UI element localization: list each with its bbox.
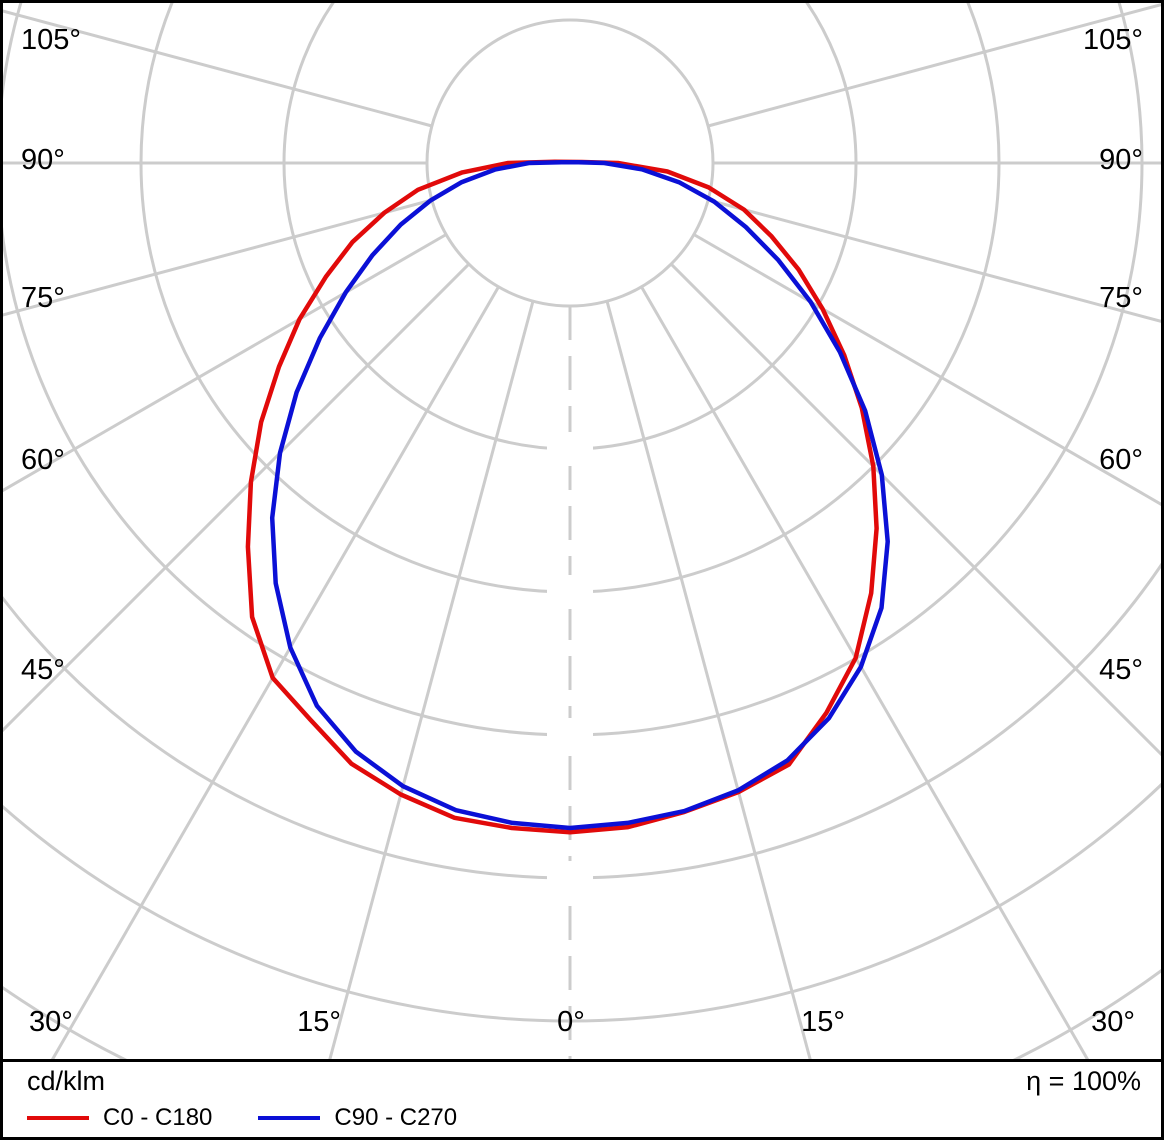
legend-item-c90-c270: C90 - C270 <box>258 1104 457 1132</box>
ring-label-gap <box>547 861 593 895</box>
curve-c90-c270 <box>269 160 890 831</box>
grid-radial-line <box>670 263 1161 757</box>
angle-label: 30° <box>29 1006 73 1038</box>
grid-radial-line <box>3 263 470 733</box>
grid-radial-line <box>640 286 1090 1059</box>
angle-label: 0° <box>557 1006 585 1038</box>
angle-label: 105° <box>21 24 81 56</box>
units-label: cd/klm <box>27 1066 106 1096</box>
footer-row: cd/klm η = 100% <box>27 1066 1141 1097</box>
grid-radial-line <box>605 300 812 1059</box>
grid-radial-line <box>707 198 1161 323</box>
grid-radial-line <box>3 198 433 317</box>
ring-label-gap <box>547 718 593 752</box>
legend-label-c90-c270: C90 - C270 <box>334 1104 458 1131</box>
angle-label: 45° <box>1099 654 1143 686</box>
angle-label: 15° <box>801 1006 845 1038</box>
angle-label: 105° <box>1083 24 1143 56</box>
efficiency-label: η = 100% <box>1026 1066 1141 1096</box>
footer: cd/klm η = 100% C0 - C180 C90 - C270 <box>3 1059 1161 1137</box>
grid-ring <box>139 3 1001 594</box>
ring-label-gap <box>547 432 593 466</box>
angle-label: 60° <box>1099 444 1143 476</box>
grid-radial-line <box>328 300 535 1059</box>
legend-item-c0-c180: C0 - C180 <box>27 1104 212 1132</box>
angle-label: 75° <box>1099 282 1143 314</box>
grid-radial-line <box>707 3 1161 128</box>
angle-label: 30° <box>1091 1006 1135 1038</box>
angle-label: 45° <box>21 654 65 686</box>
polar-chart-area: 105° 90° 75° 60° 45° 30° 105° 90° 75° 60° 45° 30° 15… <box>3 3 1161 1059</box>
angle-label: 60° <box>21 444 65 476</box>
angle-label: 75° <box>21 282 65 314</box>
grid-radial-line <box>50 286 500 1059</box>
curve-c0-c180 <box>245 159 879 835</box>
angle-label: 90° <box>1099 144 1143 176</box>
grid-radial-line <box>3 233 447 493</box>
angle-label: 90° <box>21 144 65 176</box>
grid-radial-line <box>3 9 433 128</box>
grid-ring <box>3 3 1144 737</box>
angle-label: 15° <box>297 1006 341 1038</box>
legend-label-c0-c180: C0 - C180 <box>103 1104 213 1131</box>
legend-line-red <box>27 1116 89 1120</box>
polar-chart: 105° 90° 75° 60° 45° 30° 105° 90° 75° 60° 45° 30° 15… <box>3 3 1161 1059</box>
legend: C0 - C180 C90 - C270 <box>27 1104 472 1137</box>
ring-label-gap <box>547 575 593 609</box>
grid-radial-line <box>693 233 1161 506</box>
legend-line-blue <box>258 1116 321 1120</box>
